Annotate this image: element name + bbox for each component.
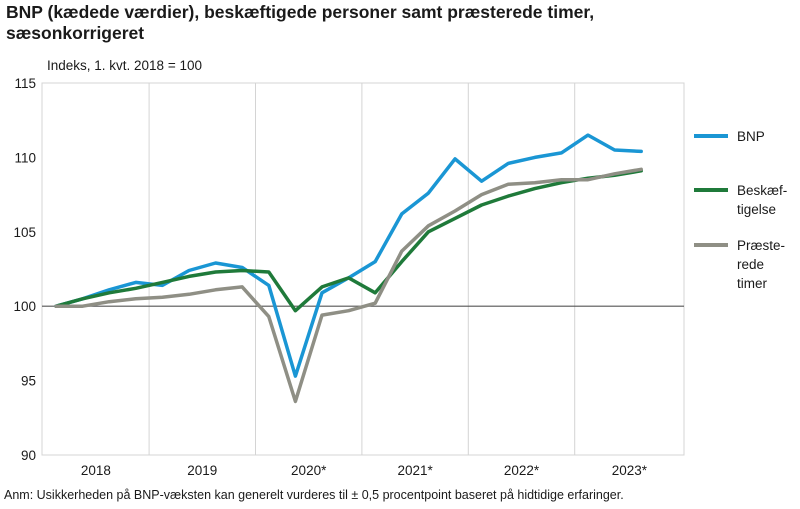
x-tick-label: 2022* — [504, 463, 540, 478]
x-tick-label: 2018 — [81, 463, 111, 478]
legend-label-hours: rede — [737, 257, 764, 272]
legend: BNP Beskæf-tigelse Præste-rede timer — [694, 129, 787, 291]
footnote: Anm: Usikkerheden på BNP-væksten kan gen… — [4, 488, 624, 502]
y-tick-label: 105 — [13, 225, 36, 240]
x-axis: 2018 2019 2020* 2021* 2022* 2023* — [81, 463, 648, 478]
legend-label-hours: Præste- — [737, 238, 785, 253]
legend-label-employment: Beskæf- — [737, 183, 787, 198]
y-axis: 90 95 100 105 110 115 — [13, 76, 36, 463]
series-lines — [54, 133, 643, 404]
chart-title: BNP (kædede værdier), beskæftigede perso… — [6, 2, 786, 44]
legend-label-bnp: BNP — [737, 129, 765, 144]
plot-frame — [41, 82, 685, 456]
x-tick-label: 2020* — [291, 463, 327, 478]
y-axis-unit-label: Indeks, 1. kvt. 2018 = 100 — [47, 58, 202, 73]
chart-title-line-1: BNP (kædede værdier), beskæftigede perso… — [6, 2, 595, 22]
series-line-employment — [54, 169, 643, 313]
x-tick-label: 2021* — [397, 463, 433, 478]
chart-title-line-2: sæsonkorrigeret — [6, 23, 145, 43]
y-tick-label: 100 — [13, 299, 36, 314]
legend-label-hours: timer — [737, 276, 768, 291]
series-line-hours — [54, 167, 643, 404]
y-tick-label: 115 — [14, 76, 36, 91]
y-tick-label: 110 — [14, 150, 36, 165]
series-line-bnp — [54, 133, 643, 378]
y-tick-label: 95 — [21, 374, 36, 389]
x-tick-label: 2023* — [612, 463, 648, 478]
legend-label-employment: tigelse — [737, 202, 776, 217]
x-tick-label: 2019 — [187, 463, 217, 478]
y-tick-label: 90 — [21, 448, 36, 463]
